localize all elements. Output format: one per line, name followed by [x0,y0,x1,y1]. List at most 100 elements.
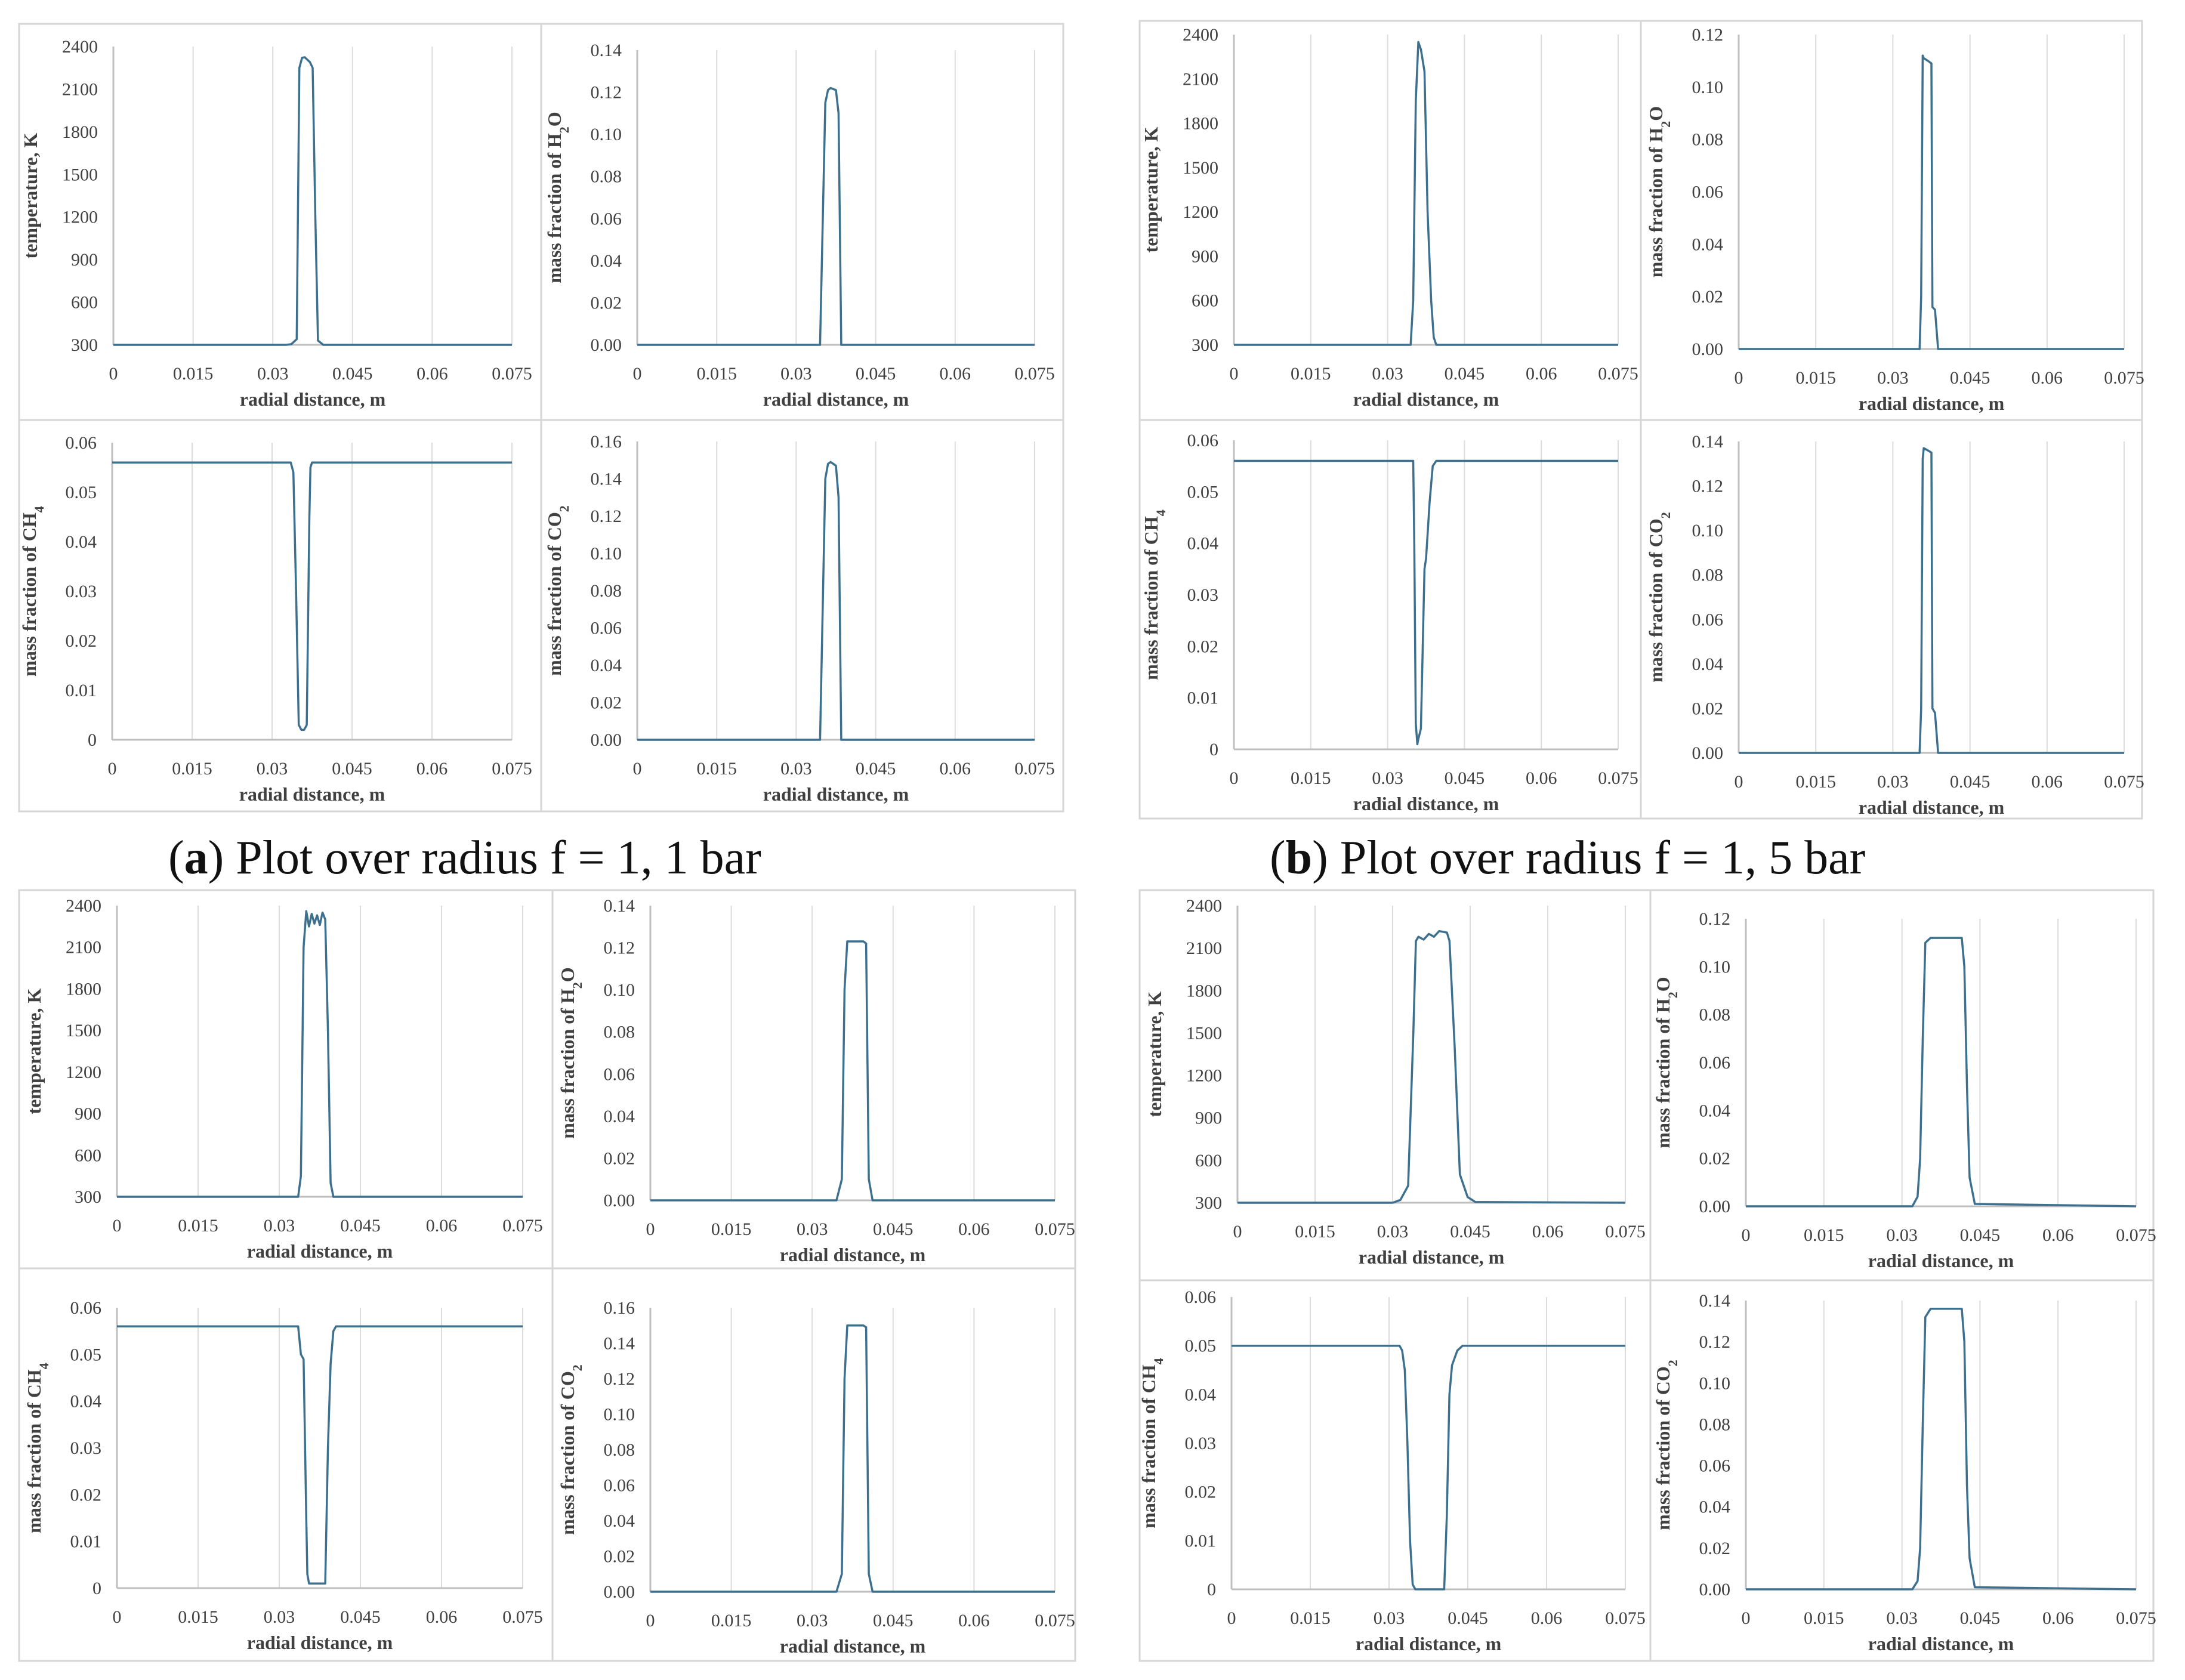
series-line [112,461,512,731]
y-axis-label: mass fraction of CH4 [1140,509,1168,680]
y-tick-label: 0.10 [591,544,622,564]
x-tick-label: 0.045 [1450,1222,1490,1242]
x-tick-label: 0.075 [492,364,532,384]
y-axis-label: mass fraction of H2O [557,967,585,1138]
series-line [1232,1344,1625,1591]
y-tick-label: 600 [71,293,98,313]
x-tick-label: 0.06 [416,364,448,384]
y-tick-label: 0.04 [591,656,622,675]
x-tick-label: 0.06 [1532,1222,1564,1242]
y-tick-label: 0.01 [1185,1531,1217,1551]
caption-b: (b) Plot over radius f = 1, 5 bar [1270,832,1866,884]
y-axis-label-subscript: 2 [1665,1360,1680,1366]
x-tick-label: 0 [1230,768,1239,788]
y-tick-label: 2400 [62,37,98,57]
y-tick-label: 0.03 [70,1438,102,1458]
x-tick-label: 0 [633,759,642,779]
y-axis-label: mass fraction of CH4 [23,1363,51,1533]
x-tick-label: 0.06 [940,364,971,384]
y-tick-label: 0.00 [604,1582,635,1602]
x-tick-label: 0.06 [416,759,448,779]
x-tick-label: 0.03 [1372,768,1403,788]
y-tick-label: 2400 [1186,896,1222,916]
x-tick-label: 0 [633,364,642,384]
x-axis-label: radial distance, m [239,783,385,805]
y-axis-label: temperature, K [1144,991,1165,1117]
y-tick-label: 0.16 [591,432,622,452]
x-tick-label: 0.015 [711,1219,752,1239]
y-tick-label: 0.14 [591,41,622,60]
y-tick-label: 0.08 [1692,566,1724,585]
x-tick-label: 0.045 [1445,768,1485,788]
caption-b-letter: b [1285,832,1313,884]
y-tick-label: 0.04 [66,532,97,552]
y-tick-label: 0.03 [1185,1434,1217,1453]
x-tick-label: 0.03 [797,1611,828,1630]
x-tick-label: 0 [113,1607,122,1627]
x-axis-label: radial distance, m [763,388,909,410]
y-tick-label: 0.03 [1187,585,1219,605]
x-tick-label: 0.045 [340,1216,381,1236]
y-tick-label: 2100 [66,938,101,958]
series-line [1739,54,2124,350]
x-tick-label: 0.045 [332,759,372,779]
y-tick-label: 0.06 [1187,431,1219,450]
x-axis-label: radial distance, m [1353,793,1499,814]
x-tick-label: 0.015 [696,759,737,779]
y-tick-label: 0.00 [604,1191,635,1210]
y-tick-label: 0.16 [604,1298,635,1318]
y-tick-label: 0.02 [604,1148,635,1168]
y-tick-label: 1800 [1183,114,1218,134]
y-axis-label-part: temperature, K [1144,991,1165,1117]
chart-b-temperature: 0 0.015 0.03 0.045 0.06 0.075 300 600 900 1200 150… [1138,20,1642,421]
y-tick-label: 1200 [1183,202,1218,222]
y-axis-label-subscript: 2 [557,126,572,133]
x-axis-label: radial distance, m [780,1244,926,1265]
x-axis-label: radial distance, m [763,783,909,805]
y-tick-label: 0.02 [70,1485,102,1505]
x-tick-label: 0.075 [492,759,532,779]
x-tick-label: 0.015 [1795,368,1836,388]
chart-a-h2o: 0 0.015 0.03 0.045 0.06 0.075 0.00 0.02 0.04 0.06… [540,23,1064,421]
x-tick-label: 0 [1233,1222,1242,1242]
y-tick-label: 0.10 [1699,1373,1731,1393]
x-tick-label: 0.045 [1960,1225,2001,1245]
x-tick-label: 0.03 [780,364,812,384]
x-tick-label: 0.015 [1295,1222,1335,1242]
y-tick-label: 300 [1195,1193,1222,1213]
y-tick-label: 0.02 [1692,699,1724,718]
x-axis-label: radial distance, m [1868,1250,2014,1271]
y-tick-label: 0.08 [591,581,622,601]
chart-frame [1138,1279,1652,1662]
caption-a: (a) Plot over radius f = 1, 1 bar [168,832,761,884]
caption-b-text: Plot over radius f = 1, 5 bar [1340,832,1866,884]
y-tick-label: 0.14 [591,470,622,489]
x-axis-label: radial distance, m [240,388,386,410]
y-axis-label: mass fraction of H2O [1652,977,1680,1148]
y-tick-label: 0.14 [1692,432,1724,452]
x-axis-label: radial distance, m [1359,1246,1505,1268]
chart-a-ch4: 0 0.015 0.03 0.045 0.06 0.075 0 0.01 0.02 0.03 0.0… [18,419,542,813]
y-tick-label: 0.02 [604,1547,635,1567]
x-tick-label: 0.075 [2104,772,2144,792]
y-axis-label-part: mass fraction of H [1652,998,1674,1148]
y-tick-label: 0.02 [1187,637,1219,656]
y-tick-label: 0.03 [66,582,97,601]
y-tick-label: 2400 [1183,25,1218,45]
x-tick-label: 0.03 [264,1607,295,1627]
series-line [1739,447,2124,754]
y-axis-label-subscript: 2 [1658,121,1673,128]
x-axis-label: radial distance, m [780,1635,926,1657]
y-tick-label: 0.05 [70,1345,102,1364]
x-tick-label: 0 [1742,1608,1751,1628]
x-tick-label: 0.075 [1605,1222,1646,1242]
y-tick-label: 1800 [1186,981,1222,1000]
y-tick-label: 0.01 [70,1532,102,1552]
chart-b-h2o: 0 0.015 0.03 0.045 0.06 0.075 0.00 0.02 0.04 0.06… [1640,20,2144,421]
y-tick-label: 1500 [1186,1023,1222,1043]
x-tick-label: 0.06 [2032,368,2063,388]
y-tick-label: 0.02 [591,693,622,713]
x-tick-label: 0.03 [1877,772,1909,792]
y-tick-label: 0.10 [1692,521,1724,541]
